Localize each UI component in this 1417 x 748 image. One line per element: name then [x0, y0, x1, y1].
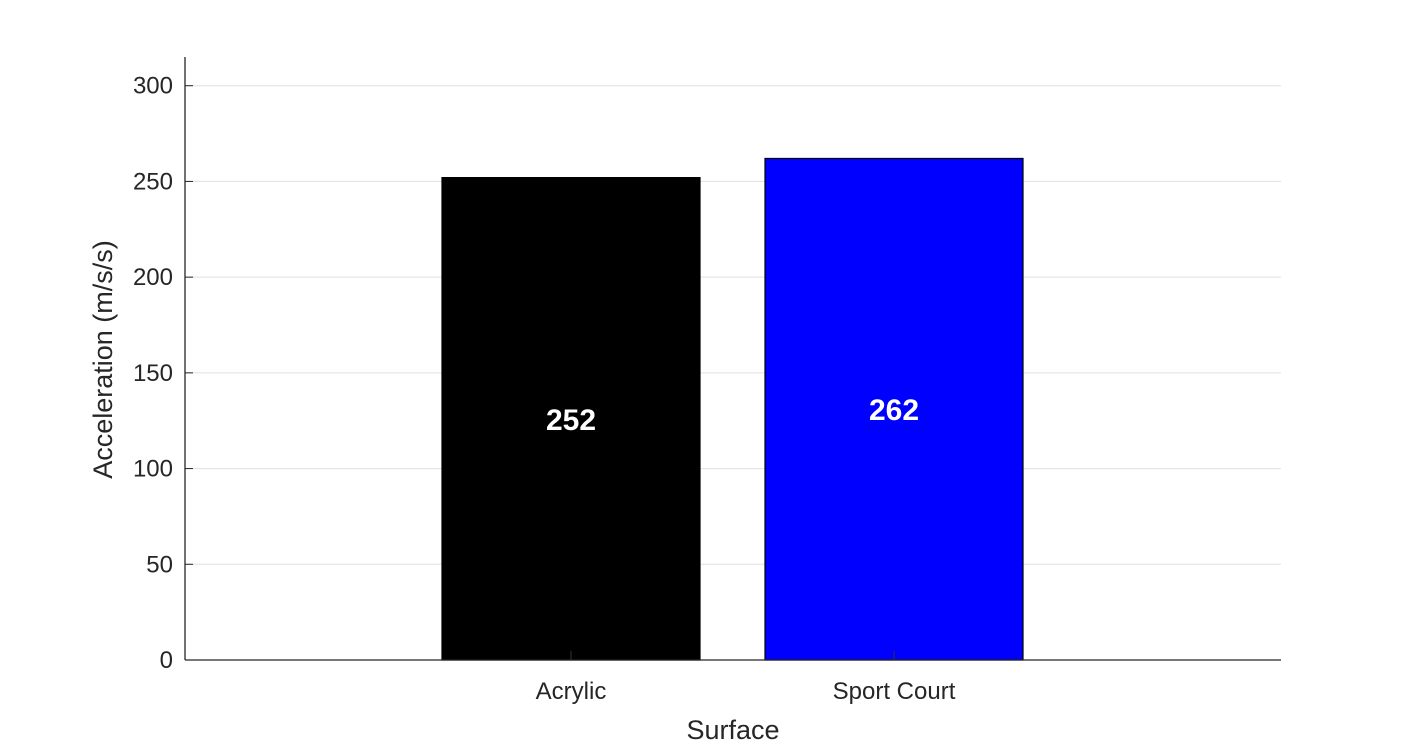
y-tick-label: 100 — [133, 456, 173, 483]
x-tick-label: Acrylic — [536, 678, 607, 705]
x-ticks: Acrylic Sport Court — [536, 651, 956, 705]
bars — [441, 157, 1024, 661]
y-tick-label: 0 — [160, 647, 173, 674]
y-ticks: 0 50 100 150 200 250 300 — [133, 73, 193, 674]
bar-value-label: 252 — [546, 404, 596, 437]
bar-value-labels: 252 262 — [546, 394, 919, 437]
bar — [764, 157, 1024, 661]
axes — [184, 57, 1281, 661]
bar — [441, 177, 701, 661]
y-axis-title: Acceleration (m/s/s) — [88, 240, 118, 479]
gridlines — [185, 85, 1281, 565]
bar-value-label: 262 — [869, 394, 919, 427]
y-tick-label: 150 — [133, 360, 173, 387]
y-tick-label: 200 — [133, 264, 173, 291]
y-tick-label: 250 — [133, 168, 173, 195]
x-axis-title: Surface — [686, 715, 779, 745]
y-tick-label: 50 — [146, 551, 173, 578]
x-tick-label: Sport Court — [833, 678, 956, 705]
y-tick-label: 300 — [133, 73, 173, 100]
